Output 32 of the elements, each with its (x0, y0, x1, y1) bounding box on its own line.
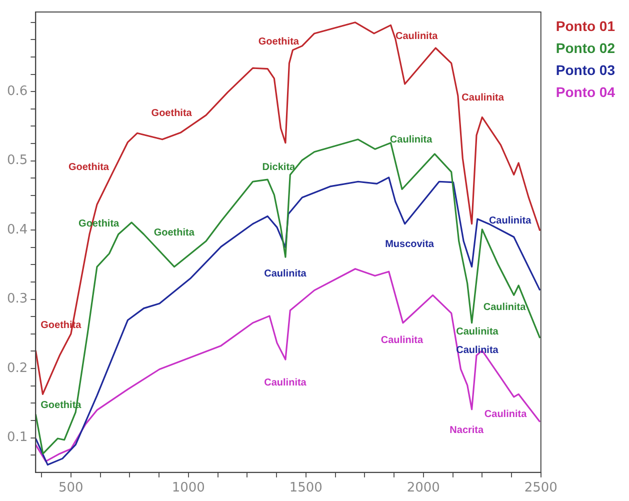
annotation: Muscovita (385, 238, 434, 250)
y-tick-label: 0.6 (6, 84, 28, 99)
annotation: Caulinita (264, 377, 307, 388)
annotation: Caulinita (488, 215, 532, 226)
annotation: Goethita (151, 108, 192, 120)
x-tick-label: 1000 (172, 480, 205, 496)
annotation: Caulinita (456, 326, 499, 338)
annotation: Goethita (258, 36, 300, 48)
y-tick-label: 0.2 (6, 360, 28, 376)
text: Ponto 01 (556, 18, 616, 34)
text: Ponto 03 (556, 62, 616, 78)
text: Ponto 04 (556, 84, 616, 100)
annotation: Caulinita (462, 92, 504, 104)
annotation: Nacrita (450, 424, 484, 436)
x-tick-label: 2500 (524, 480, 558, 496)
annotation: Caulinita (484, 409, 528, 420)
y-tick-label: 0.3 (6, 292, 28, 307)
annotation: Caulinita (264, 268, 307, 280)
annotation: Goethita (154, 228, 195, 239)
annotation: Dickita (262, 162, 296, 173)
x-tick-label: 2000 (406, 480, 440, 496)
annotation: Caulinita (390, 134, 433, 146)
x-tick-label: 1500 (289, 480, 322, 496)
y-tick-label: 0.5 (6, 153, 28, 168)
y-tick-label: 0.4 (6, 222, 28, 238)
annotation: Goethita (68, 162, 110, 173)
text: Ponto 02 (556, 40, 616, 56)
annotation: Caulinita (395, 31, 438, 42)
annotation: Caulinita (483, 302, 526, 313)
annotation: Caulinita (380, 335, 424, 346)
y-tick-label: 0.1 (6, 430, 28, 446)
x-tick-label: 500 (58, 480, 84, 496)
